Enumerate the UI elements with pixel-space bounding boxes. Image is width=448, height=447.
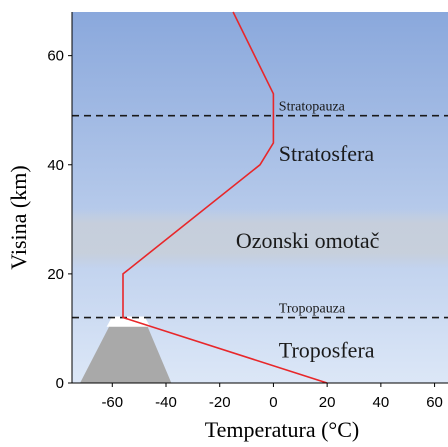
boundary-label: Tropopauza	[279, 302, 346, 317]
y-axis-label: Visina (km)	[6, 165, 31, 269]
boundary-label: Stratopauza	[279, 100, 346, 115]
x-tick-label: 20	[319, 394, 336, 411]
boundary-lines: Tropopauza Stratopauza	[72, 100, 448, 319]
x-axis-ticks: -60 -40 -20 0 20 40 60	[101, 383, 443, 411]
y-axis-ticks: 0 20 40 60	[47, 48, 72, 392]
layer-label: Ozonski omotač	[236, 228, 380, 253]
x-tick-label: 60	[426, 394, 443, 411]
y-tick-label: 60	[47, 48, 64, 65]
mountain-snow	[106, 316, 151, 327]
temperature-profile-line	[122, 11, 328, 384]
ozone-band	[72, 208, 448, 269]
y-tick-label: 40	[47, 157, 64, 174]
x-tick-label: 40	[373, 394, 390, 411]
x-axis-label: Temperatura (°C)	[205, 417, 359, 442]
mountain	[80, 325, 172, 383]
y-tick-label: 0	[56, 375, 64, 392]
x-tick-label: -40	[155, 394, 177, 411]
layer-label: Troposfera	[279, 337, 375, 362]
x-tick-label: -60	[101, 394, 123, 411]
x-tick-label: -20	[209, 394, 231, 411]
y-tick-label: 20	[47, 266, 64, 283]
layer-labels: Troposfera Ozonski omotač Stratosfera	[236, 141, 380, 362]
x-tick-label: 0	[269, 394, 277, 411]
mountain-group	[80, 316, 172, 383]
layer-label: Stratosfera	[279, 141, 375, 166]
